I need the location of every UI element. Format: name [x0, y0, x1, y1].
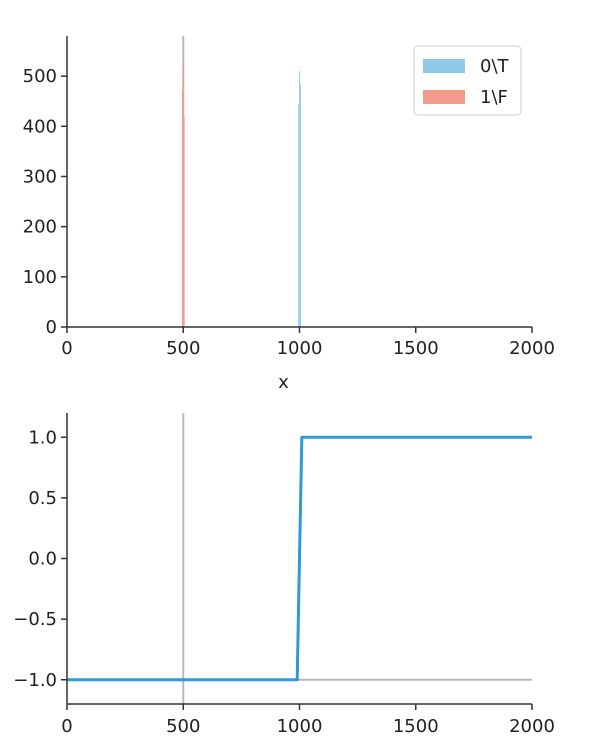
x-tick-label: 1500 — [393, 338, 439, 359]
x-tick-label: 500 — [166, 716, 200, 737]
y-tick-label: 0.0 — [28, 549, 57, 570]
step-series-line — [67, 435, 532, 682]
y-tick-label: 0 — [46, 317, 57, 338]
histogram-bar — [299, 83, 301, 328]
y-tick-label: 400 — [23, 116, 57, 137]
histogram-bar — [183, 116, 185, 327]
x-tick-label: 1000 — [277, 716, 323, 737]
y-tick-label: 1.0 — [28, 427, 57, 448]
x-tick-label: 2000 — [509, 338, 555, 359]
x-tick-label: 1000 — [277, 338, 323, 359]
histogram-bar — [182, 62, 184, 327]
legend: 0\T1\F — [413, 45, 522, 116]
y-tick-label: 500 — [23, 66, 57, 87]
step-line-panel: 0 500 1000 1500 2000 −1.0 −0.5 0.0 0.5 1.0 — [13, 413, 555, 737]
legend-swatch — [423, 59, 465, 73]
legend-swatch — [423, 90, 465, 104]
legend-entry-label: 1\F — [480, 87, 508, 108]
y-tick-label: 200 — [23, 217, 57, 238]
x-tick-label: 0 — [61, 338, 72, 359]
y-tick-label: −0.5 — [13, 609, 57, 630]
histogram-bar — [299, 71, 301, 327]
x-tick-label: 1500 — [393, 716, 439, 737]
y-tick-label: −1.0 — [13, 670, 57, 691]
x-axis-label: x — [278, 372, 289, 393]
histogram-bar — [298, 103, 300, 327]
histogram-bar — [181, 91, 183, 327]
y-tick-label: 0.5 — [28, 488, 57, 509]
y-tick-label: 300 — [23, 166, 57, 187]
y-tick-label: 100 — [23, 267, 57, 288]
x-tick-label: 500 — [166, 338, 200, 359]
x-tick-label: 2000 — [509, 716, 555, 737]
legend-entry-label: 0\T — [480, 56, 510, 77]
x-tick-label: 0 — [61, 716, 72, 737]
